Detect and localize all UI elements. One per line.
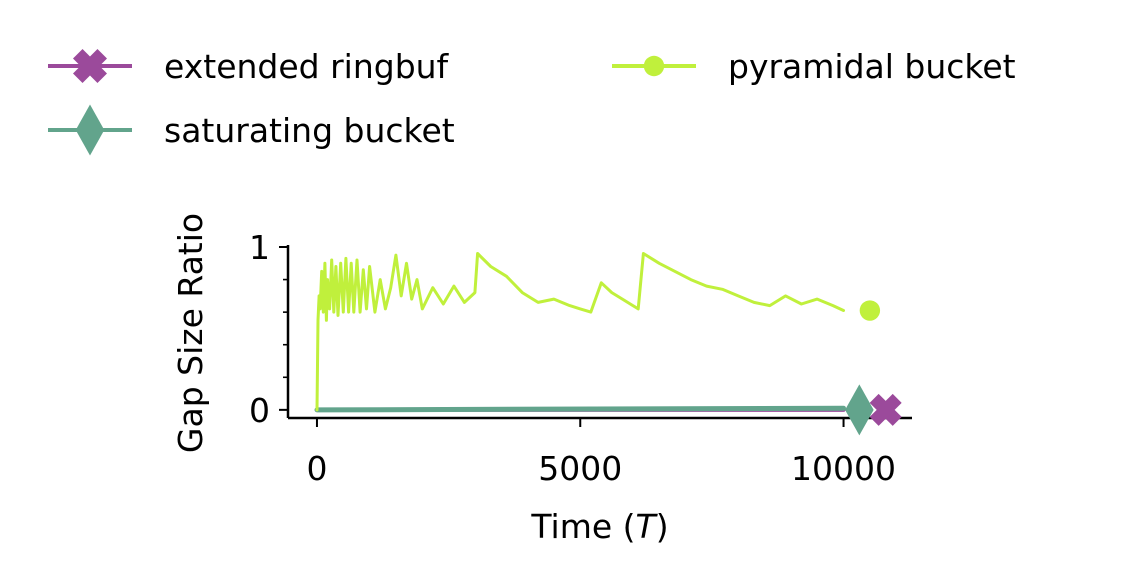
pyramidal-bucket-end-marker <box>859 300 881 321</box>
legend: extended ringbuf saturating bucket pyramid… <box>48 47 1016 156</box>
pyramidal-bucket-line <box>315 252 845 412</box>
legend-marker-saturating-bucket <box>75 104 105 156</box>
legend-marker-pyramidal-bucket <box>643 55 665 77</box>
x-tick-label: 10000 <box>791 449 896 488</box>
legend-label-pyramidal-bucket: pyramidal bucket <box>728 47 1016 86</box>
legend-marker-extended-ringbuf <box>73 49 107 83</box>
x-tick-label: 0 <box>306 449 327 488</box>
extended-ringbuf-end-marker <box>869 393 902 426</box>
saturating-bucket-end-marker <box>845 384 874 436</box>
legend-label-extended-ringbuf: extended ringbuf <box>164 47 450 86</box>
legend-item-saturating-bucket: saturating bucket <box>48 104 455 156</box>
y-tick-label: 1 <box>249 228 270 267</box>
y-axis-label: Gap Size Ratio <box>171 213 210 453</box>
saturating-bucket-line <box>314 405 846 413</box>
legend-item-extended-ringbuf: extended ringbuf <box>48 47 450 86</box>
x-tick-label: 5000 <box>538 449 622 488</box>
y-tick-label: 0 <box>249 391 270 430</box>
legend-item-pyramidal-bucket: pyramidal bucket <box>612 47 1016 86</box>
axes: 0 5000 10000 0 1 Time (T) Gap Size Ratio <box>171 213 912 546</box>
x-axis-label: Time (T) <box>530 507 668 546</box>
legend-label-saturating-bucket: saturating bucket <box>164 111 455 150</box>
plot-area <box>314 252 902 436</box>
